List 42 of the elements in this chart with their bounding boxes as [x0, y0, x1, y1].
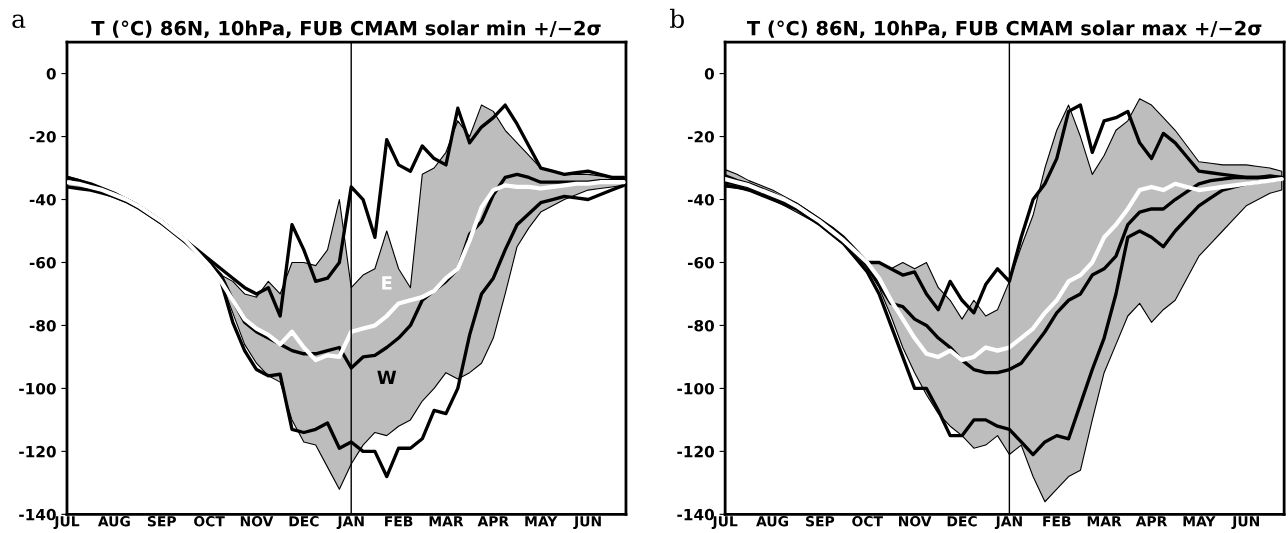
- x-tick-label: JUN: [573, 516, 601, 530]
- text: b: [669, 8, 684, 29]
- y-tick-label: -40: [29, 193, 56, 206]
- x-tick-label: APR: [1135, 516, 1168, 527]
- x-tick-label: OCT: [194, 515, 225, 527]
- y-tick-label: -60: [29, 256, 56, 269]
- chart-title: T (°C) 86N, 10hPa, FUB CMAM solar min +/−2σ: [91, 20, 601, 38]
- x-tick-label: JUN: [1231, 516, 1259, 530]
- x-tick-label: NOV: [240, 515, 274, 527]
- x-tick-label: AUG: [97, 515, 130, 527]
- x-tick-label: JAN: [994, 516, 1022, 530]
- x-tick-label: DEC: [947, 515, 977, 527]
- x-tick-label: AUG: [756, 515, 788, 527]
- y-tick-label: -40: [687, 193, 714, 206]
- y-tick-label: -120: [677, 445, 714, 458]
- y-tick-label: -100: [677, 382, 714, 395]
- y-tick-label: -60: [687, 256, 714, 269]
- chart-title: T (°C) 86N, 10hPa, FUB CMAM solar max +/−2σ: [746, 20, 1262, 38]
- series-label: W: [377, 370, 397, 384]
- y-tick-label: -20: [687, 131, 714, 143]
- x-tick-label: MAY: [525, 516, 558, 527]
- y-tick-label: -80: [687, 319, 714, 332]
- x-tick-label: MAR: [429, 516, 464, 527]
- y-tick-label: 0: [704, 68, 714, 80]
- x-tick-label: APR: [477, 516, 509, 527]
- x-tick-label: JAN: [336, 516, 364, 530]
- x-tick-label: SEP: [806, 515, 835, 527]
- series-label: E: [382, 276, 392, 290]
- y-tick-label: -20: [29, 131, 56, 143]
- x-tick-label: DEC: [289, 515, 319, 527]
- y-tick-label: -120: [19, 445, 56, 458]
- x-tick-label: OCT: [852, 515, 883, 527]
- x-tick-label: FEB: [1043, 516, 1071, 527]
- y-tick-label: 0: [46, 68, 56, 80]
- x-tick-label: SEP: [147, 515, 176, 527]
- x-tick-label: MAY: [1183, 516, 1216, 527]
- y-tick-label: -80: [29, 319, 56, 332]
- x-tick-label: NOV: [899, 515, 932, 527]
- x-tick-label: MAR: [1087, 516, 1122, 527]
- x-tick-label: FEB: [385, 516, 413, 527]
- y-tick-label: -100: [19, 382, 56, 395]
- text: a: [12, 14, 26, 29]
